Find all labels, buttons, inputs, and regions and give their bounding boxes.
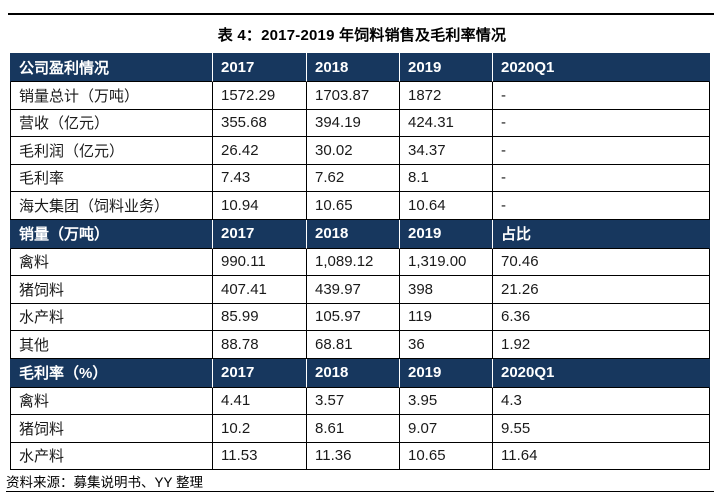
row-label-cell: 销量总计（万吨）: [10, 82, 213, 110]
value-cell: 11.53: [213, 442, 307, 470]
value-cell: 21.26: [493, 276, 710, 304]
value-cell: 11.36: [307, 442, 400, 470]
table-title: 表 4：2017-2019 年饲料销售及毛利率情况: [217, 27, 507, 44]
value-cell: 85.99: [213, 303, 307, 331]
table-row: 猪饲料 10.2 8.61 9.07 9.55: [10, 415, 710, 443]
column-header-cell: 2020Q1: [493, 358, 710, 388]
section-header-label: 销量（万吨）: [10, 219, 213, 249]
column-header-cell: 2018: [307, 219, 400, 249]
value-cell: 439.97: [307, 276, 400, 304]
column-header-cell: 2017: [213, 219, 307, 249]
value-cell: 1,089.12: [307, 248, 400, 276]
row-label-cell: 海大集团（饲料业务）: [10, 192, 213, 220]
value-cell: 8.1: [400, 164, 493, 192]
column-header-cell: 2018: [307, 358, 400, 388]
row-label-cell: 水产料: [10, 442, 213, 470]
value-cell: 26.42: [213, 137, 307, 165]
column-header-cell: 2019: [400, 358, 493, 388]
value-cell: 4.3: [493, 387, 710, 415]
row-label-cell: 猪饲料: [10, 276, 213, 304]
row-label-cell: 禽料: [10, 248, 213, 276]
column-header-cell: 2019: [400, 219, 493, 249]
value-cell: 119: [400, 303, 493, 331]
value-cell: 6.36: [493, 303, 710, 331]
value-cell: 88.78: [213, 331, 307, 359]
value-cell: 424.31: [400, 109, 493, 137]
top-divider: [8, 13, 714, 15]
table-row: 海大集团（饲料业务） 10.94 10.65 10.64-: [10, 192, 710, 220]
feed-sales-table: 公司盈利情况 2017 2018 2019 2020Q1 销量总计（万吨） 1572.29 1…: [10, 53, 710, 470]
column-header-cell: 占比: [493, 219, 710, 249]
value-cell: 10.64: [400, 192, 493, 220]
value-cell: 1.92: [493, 331, 710, 359]
table-row: 营收（亿元） 355.68 394.19 424.31-: [10, 109, 710, 137]
value-cell: 407.41: [213, 276, 307, 304]
section-header-label: 公司盈利情况: [10, 53, 213, 82]
table-row: 水产料 85.99 105.97 119 6.36: [10, 303, 710, 331]
section-header-label: 毛利率（%）: [10, 358, 213, 388]
row-label-cell: 营收（亿元）: [10, 109, 213, 137]
value-cell: 10.65: [307, 192, 400, 220]
value-cell: 4.41: [213, 387, 307, 415]
value-cell: -: [493, 82, 710, 110]
table-row: 禽料 990.11 1,089.12 1,319.00 70.46: [10, 248, 710, 276]
table-row: 毛利率 7.43 7.62 8.1-: [10, 164, 710, 192]
value-cell: 355.68: [213, 109, 307, 137]
value-cell: 7.62: [307, 164, 400, 192]
table-row: 猪饲料 407.41 439.97 398 21.26: [10, 276, 710, 304]
value-cell: 7.43: [213, 164, 307, 192]
value-cell: 10.65: [400, 442, 493, 470]
section-header-row: 公司盈利情况 2017 2018 2019 2020Q1: [10, 53, 710, 82]
value-cell: 36: [400, 331, 493, 359]
value-cell: 10.94: [213, 192, 307, 220]
value-cell: 3.95: [400, 387, 493, 415]
row-label-cell: 毛利率: [10, 164, 213, 192]
table-row: 水产料 11.53 11.36 10.65 11.64: [10, 442, 710, 470]
value-cell: 1703.87: [307, 82, 400, 110]
row-label-cell: 猪饲料: [10, 415, 213, 443]
value-cell: 394.19: [307, 109, 400, 137]
value-cell: 34.37: [400, 137, 493, 165]
section-header-row: 销量（万吨） 2017 2018 2019 占比: [10, 219, 710, 249]
section-header-row: 毛利率（%） 2017 2018 2019 2020Q1: [10, 358, 710, 388]
value-cell: 10.2: [213, 415, 307, 443]
value-cell: -: [493, 192, 710, 220]
row-label-cell: 水产料: [10, 303, 213, 331]
value-cell: 8.61: [307, 415, 400, 443]
column-header-cell: 2017: [213, 53, 307, 82]
value-cell: 3.57: [307, 387, 400, 415]
value-cell: 30.02: [307, 137, 400, 165]
value-cell: 990.11: [213, 248, 307, 276]
value-cell: 1872: [400, 82, 493, 110]
source-note: 资料来源：募集说明书、YY 整理: [6, 475, 204, 490]
table-row: 毛利润（亿元） 26.42 30.02 34.37-: [10, 137, 710, 165]
value-cell: 105.97: [307, 303, 400, 331]
value-cell: 68.81: [307, 331, 400, 359]
value-cell: 9.55: [493, 415, 710, 443]
row-label-cell: 毛利润（亿元）: [10, 137, 213, 165]
value-cell: 1572.29: [213, 82, 307, 110]
row-label-cell: 其他: [10, 331, 213, 359]
value-cell: -: [493, 137, 710, 165]
table-row: 禽料 4.41 3.57 3.95 4.3: [10, 387, 710, 415]
value-cell: -: [493, 109, 710, 137]
value-cell: -: [493, 164, 710, 192]
value-cell: 1,319.00: [400, 248, 493, 276]
column-header-cell: 2020Q1: [493, 53, 710, 82]
value-cell: 11.64: [493, 442, 710, 470]
table-row: 其他 88.78 68.81 36 1.92: [10, 331, 710, 359]
table-row: 销量总计（万吨） 1572.29 1703.87 1872-: [10, 82, 710, 110]
column-header-cell: 2018: [307, 53, 400, 82]
value-cell: 398: [400, 276, 493, 304]
value-cell: 9.07: [400, 415, 493, 443]
column-header-cell: 2017: [213, 358, 307, 388]
value-cell: 70.46: [493, 248, 710, 276]
column-header-cell: 2019: [400, 53, 493, 82]
bottom-divider: [6, 491, 714, 492]
row-label-cell: 禽料: [10, 387, 213, 415]
